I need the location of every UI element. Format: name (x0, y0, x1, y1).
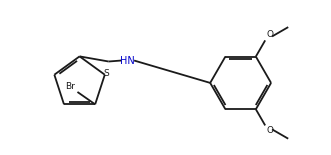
Text: HN: HN (120, 55, 135, 66)
Text: S: S (103, 69, 109, 78)
Text: Br: Br (66, 82, 75, 91)
Text: O: O (266, 30, 273, 39)
Text: O: O (266, 126, 273, 135)
